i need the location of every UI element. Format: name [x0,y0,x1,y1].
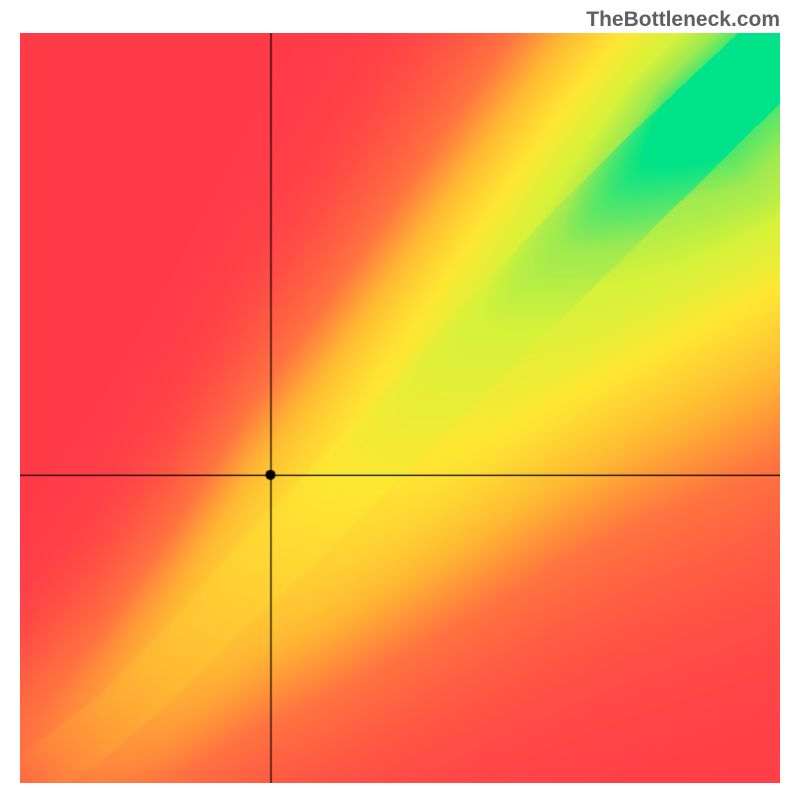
watermark-text: TheBottleneck.com [586,8,780,32]
bottleneck-heatmap-chart [20,33,780,783]
crosshair-overlay [20,33,780,783]
